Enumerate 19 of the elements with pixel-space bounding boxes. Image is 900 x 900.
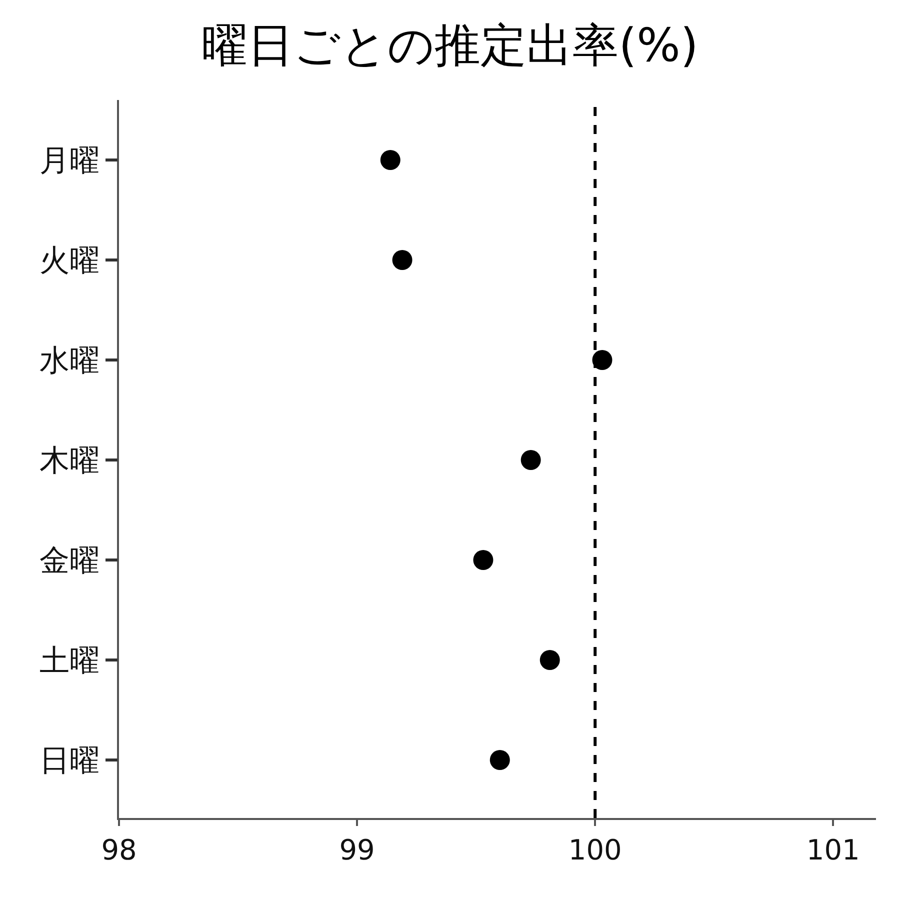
y-tick-label: 日曜 — [39, 744, 100, 778]
x-tick-label: 100 — [568, 833, 622, 866]
y-tick-label: 土曜 — [39, 644, 100, 678]
point — [473, 550, 494, 570]
point — [490, 750, 510, 770]
y-tick-label: 火曜 — [39, 244, 100, 278]
y-tick-label: 月曜 — [39, 144, 100, 178]
y-tick-label: 水曜 — [39, 344, 100, 378]
y-tick-label: 木曜 — [39, 444, 100, 478]
point — [392, 250, 412, 270]
x-tick-label: 101 — [806, 833, 860, 866]
point — [540, 650, 560, 670]
chart-title: 曜日ごとの推定出率(%) — [202, 18, 698, 72]
point — [380, 150, 400, 170]
y-tick-label: 金曜 — [39, 544, 100, 578]
x-tick-label: 98 — [101, 833, 137, 866]
point — [592, 350, 612, 370]
x-tick-label: 99 — [339, 833, 375, 866]
point — [520, 450, 541, 470]
